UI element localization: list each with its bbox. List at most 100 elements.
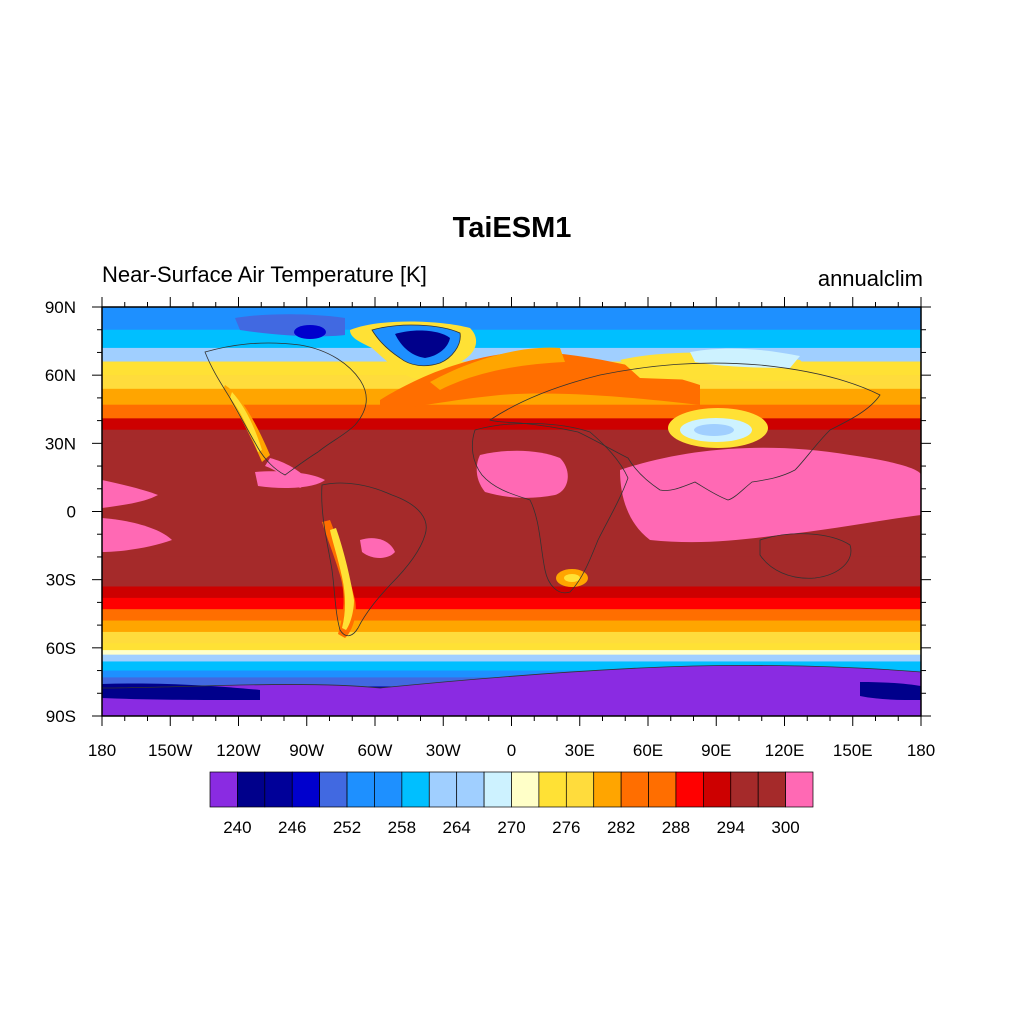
lat-band xyxy=(102,670,921,678)
colorbar-swatch xyxy=(483,771,512,808)
lat-band xyxy=(102,329,921,349)
amazon-warm xyxy=(360,538,395,558)
axis-tick-labels: 180 150W 120W 90W 60W 30W 0 30E 60E 90E 120E 150E 18… xyxy=(45,298,935,760)
norwegian-sea-warm xyxy=(430,347,565,390)
lon-tick-label: 150E xyxy=(833,741,873,760)
lon-tick-label: 120W xyxy=(216,741,260,760)
colorbar-swatch xyxy=(648,771,677,808)
colorbar-swatch xyxy=(730,771,759,808)
lon-tick-label: 180 xyxy=(907,741,935,760)
antarctica-cold xyxy=(102,665,921,716)
colorbar-swatch xyxy=(456,771,485,808)
lat-band xyxy=(102,575,921,588)
andes-cold-ridge xyxy=(330,528,354,630)
lat-band xyxy=(102,388,921,406)
coast-australia xyxy=(759,533,852,579)
coast-africa xyxy=(471,423,629,594)
axis-ticks xyxy=(92,297,931,726)
lat-band xyxy=(102,661,921,672)
lon-tick-label: 60W xyxy=(358,741,393,760)
colorbar-swatch xyxy=(374,771,403,808)
lat-tick-label: 30N xyxy=(45,434,76,453)
rockies-cold-ridge xyxy=(230,392,262,452)
lat-band xyxy=(102,429,921,442)
coast-south-america xyxy=(321,482,427,637)
colorbar-label: 264 xyxy=(442,818,470,837)
colorbar-swatch xyxy=(565,771,595,808)
colorbar-swatch xyxy=(264,771,293,808)
colorbar xyxy=(209,771,814,808)
colorbar-swatch xyxy=(511,771,540,808)
lat-band xyxy=(102,631,921,644)
map-title: TaiESM1 xyxy=(452,212,572,244)
colorbar-swatch xyxy=(703,771,732,808)
colorbar-swatch xyxy=(237,771,266,808)
australia-hot xyxy=(760,533,851,579)
west-pacific-warm-pool xyxy=(620,447,921,543)
lat-tick-label: 90N xyxy=(45,298,76,317)
east-antarctic-coast xyxy=(860,682,921,700)
lat-band xyxy=(102,307,921,331)
colorbar-label: 240 xyxy=(223,818,251,837)
east-pacific-warm xyxy=(102,480,158,508)
colorbar-label: 252 xyxy=(333,818,361,837)
colorbar-swatch xyxy=(757,771,786,808)
tibetan-plateau-core xyxy=(694,424,734,436)
south-africa-highlands-core xyxy=(564,574,580,582)
colorbar-swatch xyxy=(428,771,458,808)
colorbar-swatch xyxy=(346,771,375,808)
lat-band xyxy=(102,643,921,651)
lon-tick-label: 120E xyxy=(765,741,805,760)
lon-tick-label: 60E xyxy=(633,741,663,760)
colorbar-swatch xyxy=(620,771,649,808)
colorbar-swatch xyxy=(291,771,320,808)
coast-greenland xyxy=(371,324,461,367)
greenland-ice-core xyxy=(395,330,450,358)
lat-tick-label: 60S xyxy=(46,639,76,658)
north-atlantic-warm-tongue xyxy=(380,351,700,412)
coast-eurasia xyxy=(489,362,881,501)
lat-band xyxy=(102,650,921,656)
lon-tick-label: 0 xyxy=(507,741,516,760)
lon-tick-label: 30E xyxy=(565,741,595,760)
coast-north-america xyxy=(204,342,367,476)
lat-tick-label: 60N xyxy=(45,366,76,385)
south-pacific-warm xyxy=(102,518,172,552)
colorbar-swatch xyxy=(593,771,622,808)
colorbar-label: 288 xyxy=(662,818,690,837)
lon-tick-label: 90W xyxy=(289,741,324,760)
lon-tick-label: 150W xyxy=(148,741,192,760)
colorbar-label: 282 xyxy=(607,818,635,837)
lat-band xyxy=(102,654,921,663)
colorbar-swatch xyxy=(785,771,814,808)
colorbar-label: 270 xyxy=(497,818,525,837)
coast-antarctica xyxy=(102,664,921,689)
north-africa-hot xyxy=(476,450,568,498)
lon-tick-label: 180 xyxy=(88,741,116,760)
lat-band xyxy=(102,556,921,576)
lat-band xyxy=(102,609,921,622)
colorbar-swatch xyxy=(538,771,567,808)
lat-band xyxy=(102,620,921,633)
colorbar-label: 300 xyxy=(771,818,799,837)
coastlines xyxy=(102,324,921,689)
colorbar-label: 258 xyxy=(388,818,416,837)
colorbar-swatch xyxy=(209,771,238,808)
lon-tick-label: 30W xyxy=(426,741,461,760)
lon-tick-label: 90E xyxy=(701,741,731,760)
caribbean-warm xyxy=(255,471,325,488)
colorbar-swatch xyxy=(675,771,704,808)
arctic-archipelago-cold xyxy=(294,325,326,339)
variable-subtitle: Near-Surface Air Temperature [K] xyxy=(102,262,427,287)
colorbar-swatch xyxy=(319,771,348,808)
colorbar-label: 294 xyxy=(717,818,745,837)
lat-tick-label: 90S xyxy=(46,707,76,726)
lat-band xyxy=(102,597,921,610)
lat-tick-label: 30S xyxy=(46,571,76,590)
colorbar-label: 276 xyxy=(552,818,580,837)
colorbar-label: 246 xyxy=(278,818,306,837)
lat-tick-label: 0 xyxy=(67,503,76,522)
lat-band xyxy=(102,586,921,599)
colorbar-labels: 240 246 252 258 264 270 276 282 288 294 300 xyxy=(223,818,800,837)
